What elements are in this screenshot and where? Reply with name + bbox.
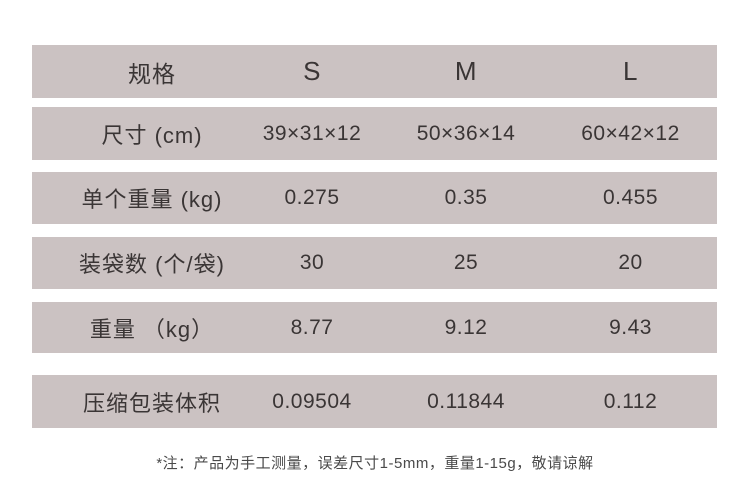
cell-value-s: 0.09504 [272,389,352,413]
table-row-dimensions: 尺寸 (cm) 39×31×12 50×36×14 60×42×12 [32,107,717,160]
row-label: 单个重量 (kg) [81,187,223,212]
footnote: *注：产品为手工测量，误差尺寸1-5mm，重量1-15g，敬请谅解 [156,455,594,472]
header-col-m: M [454,56,478,86]
row-label: 压缩包装体积 [82,390,221,416]
cell-value-l: 60×42×12 [581,121,680,145]
cell-value-m: 0.35 [444,186,488,209]
cell-value-s: 30 [299,251,325,274]
cell-value-m: 0.11844 [427,389,505,413]
table-row-compressed-volume: 压缩包装体积 0.09504 0.11844 0.112 [32,375,717,428]
spec-table: 规格 S M L 尺寸 (cm) 39×31×12 50×36×14 60×42… [32,45,717,428]
cell-value-s: 39×31×12 [262,121,362,145]
table-header-row: 规格 S M L [32,45,717,98]
cell-value-l: 0.112 [603,389,658,413]
row-label: 重量 （kg） [89,316,215,342]
cell-value-l: 20 [618,251,643,274]
table-row-unit-weight: 单个重量 (kg) 0.275 0.35 0.455 [32,172,717,224]
cell-value-m: 9.12 [444,315,488,339]
header-col-s: S [303,56,321,86]
cell-value-s: 8.77 [290,315,334,339]
header-spec-label: 规格 [128,60,176,87]
cell-value-s: 0.275 [284,186,340,209]
header-col-l: L [623,56,638,86]
cell-value-l: 0.455 [602,186,659,209]
cell-value-m: 25 [453,251,479,274]
row-label: 尺寸 (cm) [101,122,203,148]
table-row-count-per-bag: 装袋数 (个/袋) 30 25 20 [32,237,717,289]
cell-value-m: 50×36×14 [416,121,516,145]
row-label: 装袋数 (个/袋) [79,252,225,277]
cell-value-l: 9.43 [609,315,652,339]
table-row-total-weight: 重量 （kg） 8.77 9.12 9.43 [32,302,717,353]
